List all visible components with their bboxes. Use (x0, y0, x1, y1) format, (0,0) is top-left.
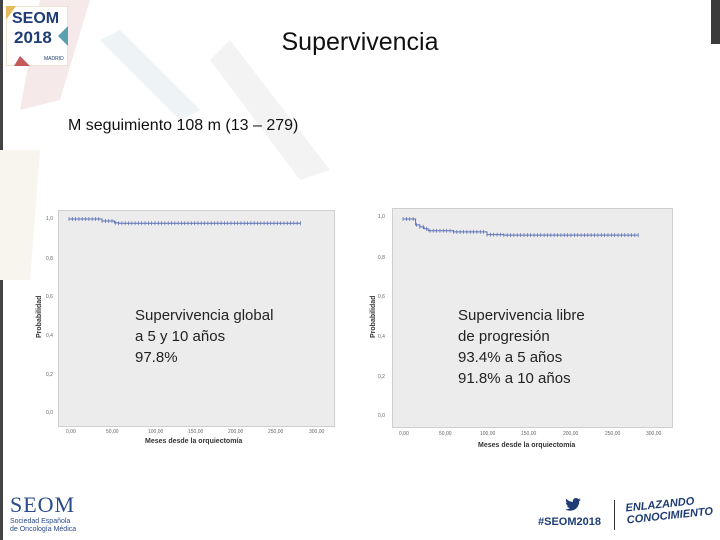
chart2-xlabel: Meses desde la orquiectomía (478, 442, 576, 449)
chart1-xlabel: Meses desde la orquiectomía (145, 438, 243, 445)
chart-overall-survival (58, 210, 335, 427)
hashtag-label: #SEOM2018 (538, 516, 601, 528)
chart2-xtick: 150,00 (521, 431, 537, 437)
seom-2018-logo: SEOM 2018 MADRID (5, 5, 69, 67)
chart1-ytick: 0,8 (46, 256, 53, 262)
chart2-ylabel: Probabilidad (370, 295, 377, 338)
chart2-xtick: 50,00 (439, 431, 452, 437)
chart2-ytick: 1,0 (378, 214, 385, 220)
footer-divider (614, 500, 615, 530)
chart2-xtick: 250,00 (605, 431, 621, 437)
chart2-ytick: 0,6 (378, 294, 385, 300)
km-plot-overall (68, 217, 301, 226)
chart2-ytick: 0,0 (378, 413, 385, 419)
chart2-ytick: 0,4 (378, 334, 385, 340)
chart1-ytick: 0,4 (46, 333, 53, 339)
chart1-ytick: 0,6 (46, 294, 53, 300)
chart2-xtick: 300,00 (646, 431, 662, 437)
annotation-line: 97.8% (135, 349, 178, 366)
km-plot-progression (402, 217, 639, 238)
annotation-line: de progresión (458, 328, 550, 345)
footer-seom-logo: SEOM Sociedad Española de Oncología Médi… (10, 492, 76, 534)
chart2-xtick: 0,00 (399, 431, 409, 437)
annotation-line: 91.8% a 10 años (458, 370, 571, 387)
chart1-annotation: Supervivencia global a 5 y 10 años 97.8% (135, 305, 273, 368)
enlazando-logo: ENLAZANDO CONOCIMIENTO (625, 494, 714, 526)
slide-subtitle: M seguimiento 108 m (13 – 279) (68, 117, 299, 134)
logo-city: MADRID (44, 56, 64, 62)
chart1-ytick: 0,0 (46, 410, 53, 416)
chart1-xtick: 300,00 (309, 429, 325, 435)
chart2-ytick: 0,2 (378, 374, 385, 380)
annotation-line: Supervivencia global (135, 307, 274, 324)
chart1-xtick: 0,00 (66, 429, 76, 435)
chart2-annotation: Supervivencia libre de progresión 93.4% … (458, 305, 585, 389)
logo-graphic (5, 5, 69, 67)
logo-seom: SEOM (12, 10, 60, 27)
chart1-ytick: 0,2 (46, 372, 53, 378)
annotation-line: 93.4% a 5 años (458, 349, 563, 366)
chart2-ytick: 0,8 (378, 255, 385, 261)
annotation-line: a 5 y 10 años (135, 328, 226, 345)
chart1-xtick: 100,00 (148, 429, 164, 435)
chart1-xtick: 50,00 (106, 429, 119, 435)
annotation-line: Supervivencia libre (458, 307, 585, 324)
chart-progression-free-survival (392, 208, 673, 428)
chart1-ytick: 1,0 (46, 216, 53, 222)
logo-year: 2018 (14, 28, 52, 47)
footer-seom-sub2: de Oncología Médica (10, 526, 77, 533)
slide-title: Supervivencia (281, 28, 439, 56)
footer-seom-sub1: Sociedad Española (10, 518, 71, 525)
chart2-xtick: 100,00 (480, 431, 496, 437)
chart2-xtick: 200,00 (563, 431, 579, 437)
chart1-xtick: 200,00 (228, 429, 244, 435)
twitter-icon (565, 498, 581, 511)
chart1-ylabel: Probabilidad (36, 295, 43, 338)
chart1-xtick: 250,00 (268, 429, 284, 435)
footer-seom-word: SEOM (10, 492, 76, 517)
slide-edge (0, 0, 3, 540)
chart1-xtick: 150,00 (188, 429, 204, 435)
survival-curve (403, 218, 639, 236)
